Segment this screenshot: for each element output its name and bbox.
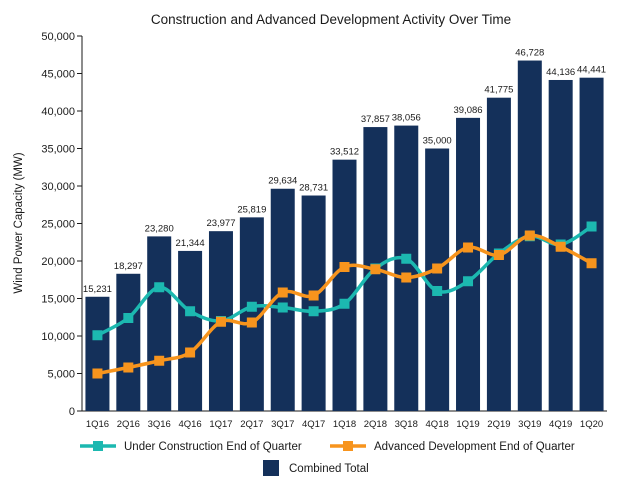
x-tick-label: 1Q17: [209, 419, 232, 430]
marker-advanced-development-end-of-quarter: [463, 242, 474, 253]
marker-under-construction-end-of-quarter: [432, 286, 443, 296]
marker-under-construction-end-of-quarter: [277, 302, 288, 313]
y-tick-label: 0: [69, 406, 75, 418]
marker-under-construction-end-of-quarter: [123, 313, 134, 323]
marker-advanced-development-end-of-quarter: [154, 355, 165, 366]
bar-value-label: 44,136: [546, 67, 575, 78]
x-tick-label: 3Q16: [148, 419, 171, 430]
marker-advanced-development-end-of-quarter: [92, 368, 103, 379]
marker-under-construction-end-of-quarter: [308, 306, 319, 317]
y-tick-label: 50,000: [41, 31, 75, 43]
bar-combined-total: [301, 195, 326, 411]
bar-value-label: 21,344: [176, 238, 205, 249]
bar-combined-total: [147, 236, 172, 411]
marker-advanced-development-end-of-quarter: [586, 258, 597, 269]
bar-value-label: 15,231: [83, 284, 112, 295]
legend-swatch-combined-total: [263, 460, 279, 476]
bar-combined-total: [425, 148, 450, 411]
y-tick-label: 40,000: [41, 106, 75, 118]
marker-under-construction-end-of-quarter: [92, 330, 103, 341]
marker-under-construction-end-of-quarter: [246, 301, 257, 312]
marker-advanced-development-end-of-quarter: [370, 264, 381, 275]
bar-value-label: 38,056: [392, 113, 421, 124]
y-tick-label: 30,000: [41, 181, 75, 193]
legend-marker-under-construction-end-of-quarter: [93, 441, 103, 451]
y-tick-label: 5,000: [47, 369, 75, 381]
x-tick-label: 2Q19: [487, 419, 510, 430]
x-tick-label: 4Q16: [178, 419, 201, 430]
x-tick-label: 1Q16: [86, 419, 109, 430]
bar-combined-total: [116, 273, 141, 411]
x-tick-label: 2Q18: [364, 419, 387, 430]
x-tick-label: 2Q16: [117, 419, 140, 430]
x-tick-label: 3Q17: [271, 419, 294, 430]
legend-label-combined-total: Combined Total: [289, 463, 369, 475]
y-axis-label: Wind Power Capacity (MW): [13, 152, 25, 293]
y-tick-label: 20,000: [41, 256, 75, 268]
marker-under-construction-end-of-quarter: [463, 276, 474, 287]
bar-combined-total: [579, 77, 604, 411]
bar-value-label: 23,280: [145, 223, 174, 234]
marker-advanced-development-end-of-quarter: [401, 272, 412, 283]
bar-value-label: 35,000: [423, 136, 452, 147]
x-tick-label: 4Q18: [426, 419, 449, 430]
marker-advanced-development-end-of-quarter: [123, 362, 134, 373]
legend-label-advanced-development-end-of-quarter: Advanced Development End of Quarter: [374, 441, 575, 453]
x-tick-label: 4Q17: [302, 419, 325, 430]
plot-area: 0 5,000 10,000 15,000 20,000 25,000 30,000 35,0…: [41, 31, 607, 430]
marker-advanced-development-end-of-quarter: [308, 290, 319, 301]
bar-value-label: 37,857: [361, 114, 390, 125]
x-tick-label: 1Q19: [456, 419, 479, 430]
x-tick-label: 2Q17: [240, 419, 263, 430]
bar-value-label: 33,512: [330, 147, 359, 158]
bar-value-label: 18,297: [114, 261, 143, 272]
bar-value-label: 46,728: [515, 48, 544, 59]
bar-value-label: 44,441: [577, 65, 606, 76]
marker-advanced-development-end-of-quarter: [493, 250, 504, 260]
legend-marker-advanced-development-end-of-quarter: [343, 441, 353, 451]
x-tick-label: 1Q20: [580, 419, 603, 430]
x-tick-label: 1Q18: [333, 419, 356, 430]
marker-advanced-development-end-of-quarter: [339, 262, 350, 272]
marker-under-construction-end-of-quarter: [185, 306, 196, 317]
x-tick-label: 4Q19: [549, 419, 572, 430]
marker-advanced-development-end-of-quarter: [277, 287, 288, 298]
bar-value-label: 39,086: [453, 105, 482, 116]
y-tick-label: 25,000: [41, 219, 75, 231]
x-tick-label: 3Q19: [518, 419, 541, 430]
y-tick-label: 10,000: [41, 331, 75, 343]
marker-advanced-development-end-of-quarter: [524, 230, 535, 241]
bar-combined-total: [85, 296, 110, 411]
bar-combined-total: [178, 250, 203, 411]
bar-combined-total: [332, 159, 357, 411]
bar-value-label: 28,731: [299, 183, 328, 194]
bar-value-label: 23,977: [206, 218, 235, 229]
y-tick-label: 15,000: [41, 294, 75, 306]
y-tick-label: 45,000: [41, 69, 75, 81]
marker-under-construction-end-of-quarter: [586, 221, 597, 232]
bar-value-label: 25,819: [237, 204, 266, 215]
marker-advanced-development-end-of-quarter: [555, 241, 566, 252]
bar-value-label: 29,634: [268, 176, 297, 187]
marker-advanced-development-end-of-quarter: [215, 316, 226, 327]
legend: Under Construction End of Quarter Advance…: [80, 441, 575, 476]
marker-under-construction-end-of-quarter: [401, 253, 412, 264]
marker-advanced-development-end-of-quarter: [432, 263, 443, 274]
marker-advanced-development-end-of-quarter: [246, 317, 257, 328]
marker-advanced-development-end-of-quarter: [185, 347, 196, 358]
bar-combined-total: [394, 125, 419, 411]
y-tick-label: 35,000: [41, 144, 75, 156]
x-tick-label: 3Q18: [395, 419, 418, 430]
bar-value-label: 41,775: [484, 85, 513, 96]
marker-under-construction-end-of-quarter: [154, 282, 165, 293]
legend-label-under-construction-end-of-quarter: Under Construction End of Quarter: [124, 441, 302, 453]
chart-title: Construction and Advanced Development Ac…: [151, 12, 511, 27]
marker-under-construction-end-of-quarter: [339, 298, 350, 309]
bar-combined-total: [456, 117, 481, 411]
